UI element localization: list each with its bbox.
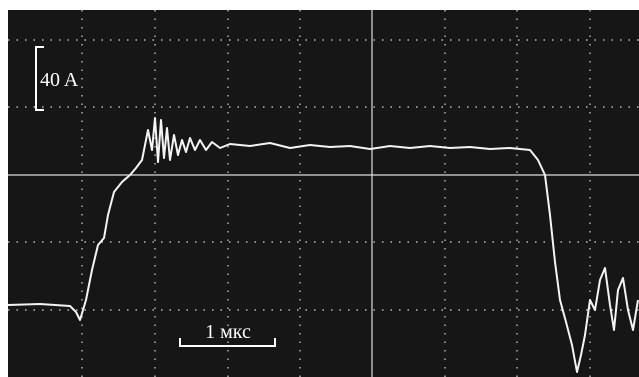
current-scale-label: 40 A — [40, 69, 79, 91]
oscilloscope-screen: 40 A 1 мкс — [0, 0, 639, 377]
screen-background — [8, 10, 639, 377]
time-scale-label: 1 мкс — [205, 321, 251, 343]
